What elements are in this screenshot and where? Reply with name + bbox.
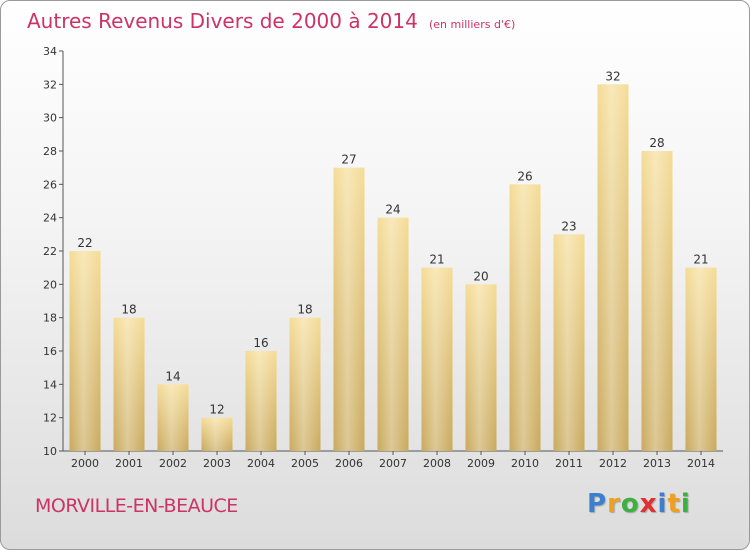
bar-highlight bbox=[509, 184, 541, 452]
y-tick-label: 30 bbox=[43, 112, 57, 125]
x-tick-label: 2004 bbox=[247, 457, 275, 470]
bar-highlight bbox=[597, 84, 629, 451]
x-axis: 2000 2001 2002 2003 2004 2005 2006 2007 2008 2009… bbox=[63, 450, 723, 470]
y-tick-label: 18 bbox=[43, 312, 57, 325]
bar-highlight bbox=[333, 167, 365, 451]
data-label: 22 bbox=[77, 236, 92, 250]
x-tick-label: 2008 bbox=[423, 457, 451, 470]
x-tick-label: 2010 bbox=[511, 457, 539, 470]
data-label: 20 bbox=[473, 269, 488, 283]
bar-highlight bbox=[377, 217, 409, 451]
data-label: 18 bbox=[121, 303, 136, 317]
logo-letter: i bbox=[680, 489, 691, 519]
x-tick-label: 2009 bbox=[467, 457, 495, 470]
x-tick-label: 2007 bbox=[379, 457, 407, 470]
x-tick-label: 2006 bbox=[335, 457, 363, 470]
bar-highlight bbox=[201, 417, 233, 451]
data-label: 28 bbox=[649, 136, 664, 150]
bar-highlight bbox=[245, 351, 277, 451]
y-tick-label: 16 bbox=[43, 345, 57, 358]
x-tick-label: 2002 bbox=[159, 457, 187, 470]
bar-highlight bbox=[641, 151, 673, 451]
x-tick-label: 2003 bbox=[203, 457, 231, 470]
logo-letter: o bbox=[620, 489, 640, 519]
bar-highlight bbox=[465, 284, 497, 451]
value-labels: 22 18 14 12 16 18 27 24 21 20 26 23 32 28 21 bbox=[77, 69, 708, 416]
x-tick-label: 2012 bbox=[599, 457, 627, 470]
logo-letter: x bbox=[639, 489, 658, 519]
data-label: 14 bbox=[165, 369, 180, 383]
proxiti-logo: Proxiti bbox=[587, 489, 691, 519]
data-label: 26 bbox=[517, 169, 532, 183]
x-tick-label: 2001 bbox=[115, 457, 143, 470]
y-tick-label: 26 bbox=[43, 178, 57, 191]
x-tick-label: 2011 bbox=[555, 457, 583, 470]
x-tick-label: 2014 bbox=[687, 457, 715, 470]
y-tick-label: 24 bbox=[43, 212, 57, 225]
logo-letter: P bbox=[587, 489, 608, 519]
y-tick-label: 14 bbox=[43, 378, 57, 391]
bar-highlight bbox=[69, 251, 101, 451]
y-axis: 10 12 14 16 18 20 22 24 26 28 30 32 34 bbox=[43, 45, 64, 458]
y-tick-label: 20 bbox=[43, 278, 57, 291]
y-tick-label: 10 bbox=[43, 445, 57, 458]
data-label: 12 bbox=[209, 403, 224, 417]
bar-highlight bbox=[157, 384, 189, 451]
x-tick-label: 2005 bbox=[291, 457, 319, 470]
bar-highlight bbox=[685, 267, 717, 451]
y-tick-label: 22 bbox=[43, 245, 57, 258]
y-tick-label: 34 bbox=[43, 45, 57, 58]
chart-unit-note: (en milliers d'€) bbox=[428, 18, 516, 31]
logo-letter: r bbox=[607, 489, 621, 519]
x-tick-label: 2000 bbox=[71, 457, 99, 470]
data-label: 16 bbox=[253, 336, 268, 350]
x-tick-label: 2013 bbox=[643, 457, 671, 470]
bar-highlight bbox=[289, 317, 321, 451]
data-label: 32 bbox=[605, 69, 620, 83]
location-name: MORVILLE-EN-BEAUCE bbox=[35, 495, 238, 517]
data-label: 21 bbox=[429, 253, 444, 267]
data-label: 21 bbox=[693, 253, 708, 267]
chart-title: Autres Revenus Divers de 2000 à 2014 bbox=[27, 9, 418, 33]
bars bbox=[69, 84, 717, 452]
y-tick-label: 32 bbox=[43, 78, 57, 91]
logo-letter: i bbox=[657, 489, 668, 519]
bar-highlight bbox=[113, 317, 145, 451]
logo-letter: t bbox=[667, 489, 681, 519]
bar-highlight bbox=[553, 234, 585, 451]
y-tick-label: 12 bbox=[43, 412, 57, 425]
y-tick-label: 28 bbox=[43, 145, 57, 158]
chart-title-block: Autres Revenus Divers de 2000 à 2014 (en… bbox=[27, 9, 515, 33]
data-label: 18 bbox=[297, 303, 312, 317]
data-label: 23 bbox=[561, 219, 576, 233]
data-label: 24 bbox=[385, 203, 400, 217]
bar-highlight bbox=[421, 267, 453, 451]
data-label: 27 bbox=[341, 153, 356, 167]
